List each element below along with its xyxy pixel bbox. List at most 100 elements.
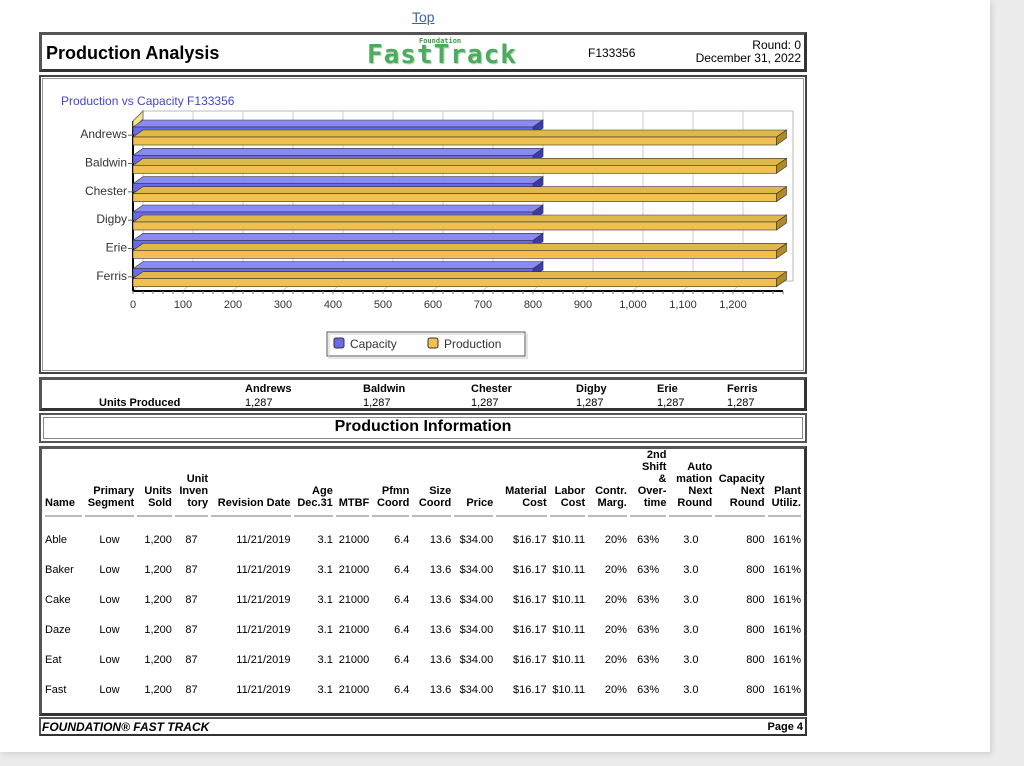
- table-cell: Low: [99, 624, 120, 636]
- units-produced-summary: Units Produced Andrews 1,287 Baldwin 1,287 C…: [39, 377, 807, 411]
- column-header: Contr. Marg.: [588, 449, 627, 517]
- table-cell: 3.0: [683, 624, 699, 636]
- svg-text:1,000: 1,000: [619, 299, 647, 311]
- table-cell: 11/21/2019: [236, 564, 291, 576]
- svg-text:1,100: 1,100: [669, 299, 697, 311]
- chart-legend: Capacity Production: [326, 331, 528, 359]
- table-cell: 800: [746, 594, 765, 606]
- table-cell: 63%: [637, 594, 660, 606]
- top-link[interactable]: Top: [412, 9, 435, 25]
- svg-text:0: 0: [130, 299, 136, 311]
- chart-title: Production vs Capacity F133356: [61, 94, 235, 108]
- company-name: Chester: [471, 383, 512, 395]
- units-value: 1,287: [245, 397, 273, 409]
- table-cell: 20%: [604, 684, 627, 696]
- table-cell: 13.6: [429, 684, 452, 696]
- table-cell: 87: [185, 594, 198, 606]
- svg-text:500: 500: [374, 299, 392, 311]
- table-row: Eat Low 1,200 87 11/21/2019 3.1 21000 6.4 13.6 $3…: [45, 645, 801, 675]
- svg-text:900: 900: [574, 299, 592, 311]
- svg-text:700: 700: [474, 299, 492, 311]
- table-cell: 3.1: [317, 654, 333, 666]
- units-produced-digby: Digby 1,287: [576, 382, 607, 410]
- table-cell: 3.0: [683, 534, 699, 546]
- table-cell: 1,200: [144, 624, 172, 636]
- table-cell: 161%: [772, 654, 801, 666]
- units-value: 1,287: [576, 397, 604, 409]
- table-cell: Low: [99, 534, 120, 546]
- table-cell: $34.00: [459, 684, 494, 696]
- units-produced-baldwin: Baldwin 1,287: [363, 382, 405, 410]
- table-cell: 13.6: [429, 654, 452, 666]
- table-cell: 11/21/2019: [236, 624, 291, 636]
- table-cell: $34.00: [459, 624, 494, 636]
- report-date: December 31, 2022: [695, 51, 801, 65]
- round-info: Round: 0 December 31, 2022: [696, 39, 801, 65]
- company-name: Ferris: [727, 383, 758, 395]
- bar-chart-plot: Andrews Baldwin Chester Digby Erie Ferris 0 100…: [80, 109, 794, 359]
- column-header: Primary Segment: [84, 449, 135, 517]
- units-produced-chester: Chester 1,287: [471, 382, 512, 410]
- section-title: Production Information: [334, 418, 512, 435]
- table-cell: 1,200: [144, 684, 172, 696]
- company-name: Baldwin: [363, 383, 406, 395]
- svg-text:Erie: Erie: [106, 241, 128, 255]
- table-cell: 63%: [637, 684, 660, 696]
- column-header: Plant Utiliz.: [767, 449, 801, 517]
- table-cell: 20%: [604, 594, 627, 606]
- table-cell: 87: [185, 654, 198, 666]
- column-header: Age Dec.31: [293, 449, 333, 517]
- table-cell: Baker: [45, 564, 74, 576]
- table-cell: $16.17: [512, 594, 547, 606]
- units-produced-label: Units Produced: [99, 397, 181, 409]
- table-cell: Daze: [45, 624, 71, 636]
- table-cell: 161%: [772, 684, 801, 696]
- column-header: Units Sold: [137, 449, 172, 517]
- table-cell: 161%: [772, 624, 801, 636]
- table-row: Baker Low 1,200 87 11/21/2019 3.1 21000 6.4 13.6…: [45, 555, 801, 585]
- table-cell: 63%: [637, 654, 660, 666]
- table-cell: 800: [746, 564, 765, 576]
- table-cell: 6.4: [394, 564, 410, 576]
- footer-brand: FOUNDATION® FAST TRACK: [42, 720, 210, 734]
- table-cell: Eat: [45, 654, 62, 666]
- column-header: Capacity Next Round: [715, 449, 765, 517]
- table-cell: Fast: [45, 684, 67, 696]
- svg-text:Ferris: Ferris: [96, 269, 127, 283]
- table-cell: 11/21/2019: [236, 594, 291, 606]
- column-header: Material Cost: [496, 449, 547, 517]
- table-cell: $10.11: [552, 594, 586, 606]
- table-cell: Low: [99, 564, 120, 576]
- table-cell: 3.0: [683, 684, 699, 696]
- column-header: 2nd Shift & Over-time: [629, 449, 667, 517]
- table-cell: 13.6: [429, 564, 452, 576]
- table-cell: 6.4: [394, 684, 410, 696]
- round-number: Round: 0: [752, 38, 801, 52]
- units-produced-erie: Erie 1,287: [657, 382, 685, 410]
- table-cell: 1,200: [144, 654, 172, 666]
- production-information-table-box: Name Primary Segment Units Sold Unit Inven tory…: [39, 446, 807, 716]
- table-cell: 161%: [772, 564, 801, 576]
- table-cell: 87: [185, 624, 198, 636]
- column-header: Name: [45, 449, 82, 517]
- production-vs-capacity-chart: Production vs Capacity F133356 Andrews Ba…: [39, 75, 807, 374]
- svg-text:300: 300: [274, 299, 292, 311]
- svg-text:Baldwin: Baldwin: [85, 156, 127, 170]
- table-cell: 6.4: [394, 594, 410, 606]
- page-number: Page 4: [767, 721, 803, 733]
- table-cell: Low: [99, 594, 120, 606]
- report-header: Production Analysis Foundation FastTrack…: [39, 32, 807, 72]
- table-cell: $34.00: [459, 564, 494, 576]
- table-cell: 20%: [604, 624, 627, 636]
- table-cell: 13.6: [429, 624, 452, 636]
- units-value: 1,287: [657, 397, 685, 409]
- table-cell: $10.11: [552, 564, 586, 576]
- svg-text:800: 800: [524, 299, 542, 311]
- table-cell: 13.6: [429, 534, 452, 546]
- table-cell: 21000: [338, 564, 370, 576]
- svg-text:100: 100: [174, 299, 192, 311]
- company-name: Digby: [576, 383, 607, 395]
- company-name: Andrews: [245, 383, 292, 395]
- page-title: Production Analysis: [46, 43, 220, 63]
- table-cell: 11/21/2019: [236, 534, 291, 546]
